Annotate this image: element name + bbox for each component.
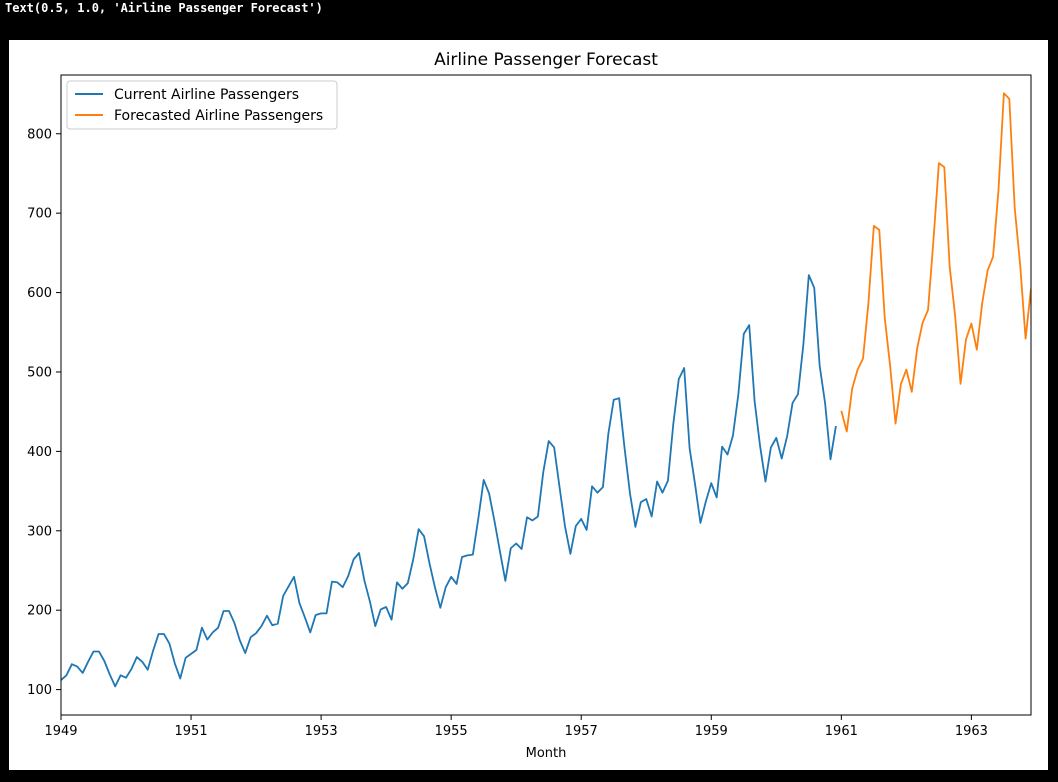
axes-frame [60, 74, 1032, 716]
series-line-forecast [840, 92, 1031, 433]
x-tick-label: 1951 [175, 724, 208, 739]
legend-label-current: Current Airline Passengers [114, 87, 299, 103]
x-tick-label: 1949 [44, 724, 77, 739]
chart-figure: 1949 1951 1953 1955 1957 1959 1961 1963 100 200 30… [9, 40, 1048, 770]
series-line-current [61, 274, 837, 688]
x-tick-label: 1963 [955, 724, 988, 739]
legend-box [66, 80, 338, 130]
legend: Current Airline Passengers Forecasted Air… [66, 80, 338, 130]
x-tick-label: 1953 [305, 724, 338, 739]
chart-title: Airline Passenger Forecast [434, 50, 658, 70]
y-tick-label: 100 [27, 683, 52, 698]
x-tick-label: 1957 [565, 724, 598, 739]
x-tick-label: 1959 [695, 724, 728, 739]
y-tick-label: 500 [27, 365, 52, 380]
y-tick-label: 800 [27, 127, 52, 142]
legend-label-forecast: Forecasted Airline Passengers [114, 108, 323, 124]
x-axis-label: Month [526, 746, 567, 761]
y-tick-label: 400 [27, 445, 52, 460]
x-tick-label: 1955 [435, 724, 468, 739]
x-tick-label: 1961 [825, 724, 858, 739]
y-tick-label: 600 [27, 286, 52, 301]
y-tick-label: 700 [27, 207, 52, 222]
line-chart: 1949 1951 1953 1955 1957 1959 1961 1963 100 200 30… [27, 50, 1032, 761]
y-tick-label: 300 [27, 524, 52, 539]
y-tick-label: 200 [27, 604, 52, 619]
cell-output-text: Text(0.5, 1.0, 'Airline Passenger Foreca… [5, 1, 323, 15]
plot-area: 1949 1951 1953 1955 1957 1959 1961 1963 100 200 30… [27, 50, 1032, 761]
